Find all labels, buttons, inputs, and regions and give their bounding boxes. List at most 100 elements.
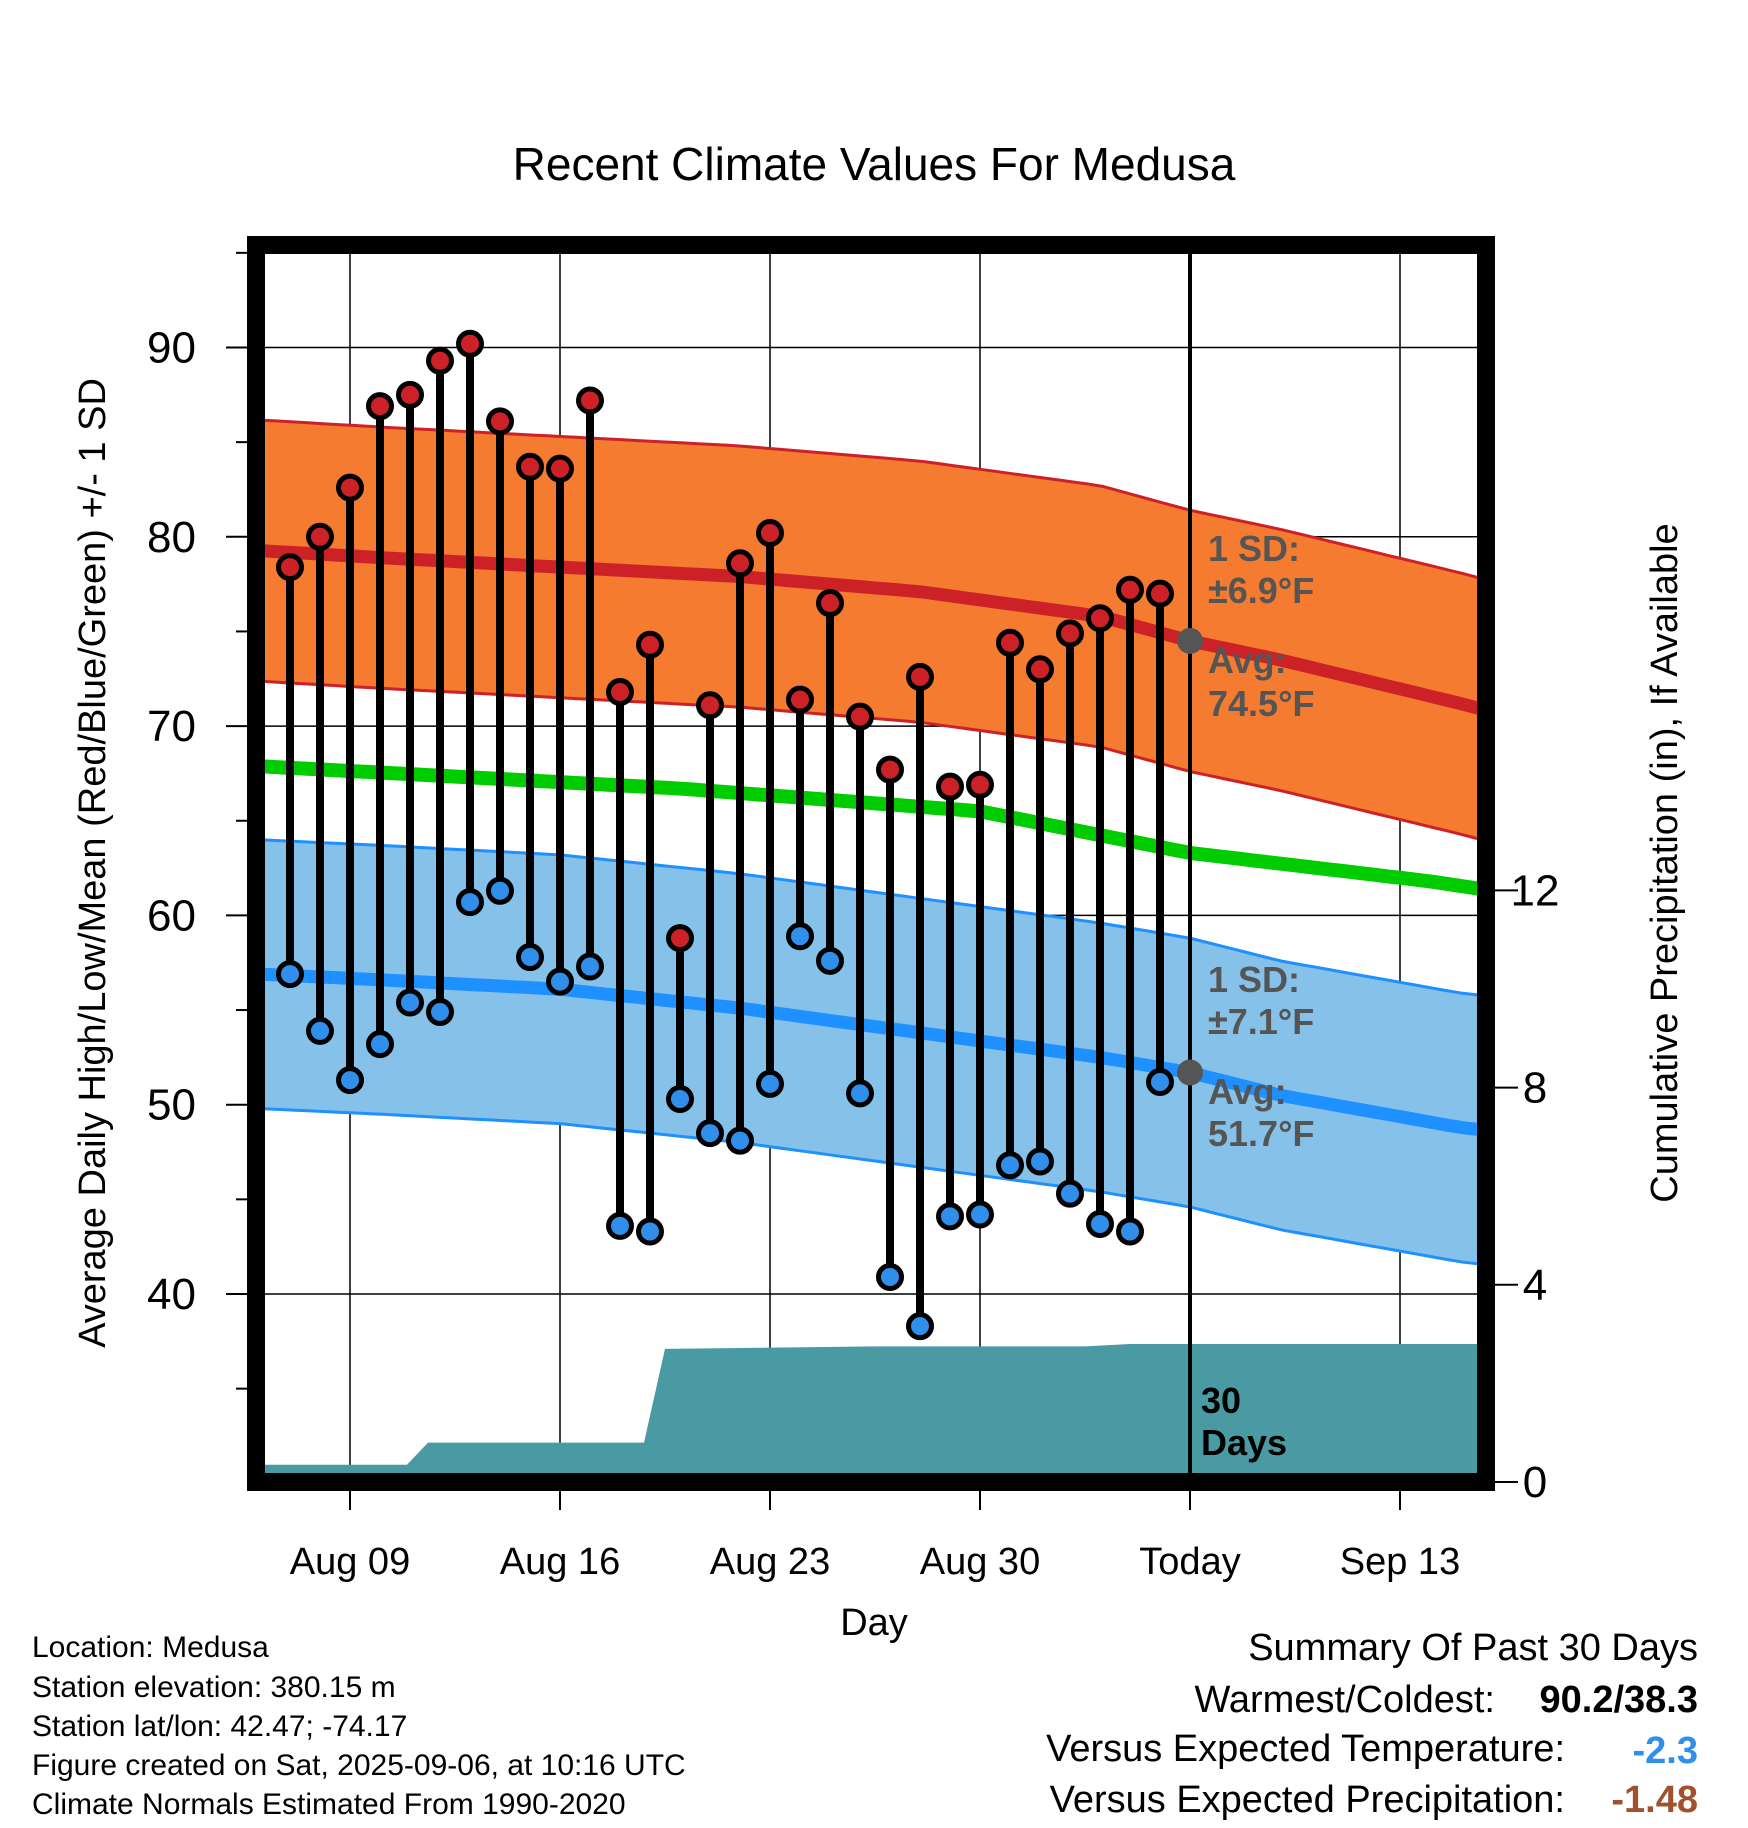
daily-low-dot [306, 1016, 334, 1045]
daily-temperature-bars [276, 329, 1174, 1341]
x-tick-label: Aug 16 [500, 1541, 620, 1583]
summary-temp-label: Versus Expected Temperature: [1046, 1728, 1565, 1770]
y-left-tick-label: 40 [147, 1270, 196, 1319]
low-normal-line [256, 967, 1486, 1137]
daily-high-dot [996, 628, 1024, 657]
axis-ticks: 40 50 60 70 80 90 0 4 8 12 Aug 09 Aug 16 Aug 23 Aug 3… [147, 251, 1560, 1583]
x-tick-label: Sep 13 [1340, 1541, 1460, 1583]
daily-high-dot [1146, 579, 1174, 608]
daily-high-dot [1056, 619, 1084, 648]
summary-warm-cold-value: 90.2/38.3 [1540, 1679, 1698, 1721]
daily-low-dot [516, 943, 544, 972]
today-high-normal-dot [1177, 627, 1203, 654]
daily-high-dot [786, 685, 814, 714]
info-location: Location: Medusa [32, 1631, 269, 1664]
daily-high-dot [276, 553, 304, 582]
today-low-normal-dot [1177, 1059, 1203, 1086]
y-right-tick-label: 12 [1511, 866, 1560, 915]
daily-low-dot [936, 1202, 964, 1231]
daily-low-dot [1056, 1179, 1084, 1208]
daily-low-dot [456, 888, 484, 917]
daily-low-dot [1146, 1067, 1174, 1096]
daily-high-dot [666, 924, 694, 953]
daily-low-dot [816, 946, 844, 975]
daily-high-dot [546, 454, 574, 483]
high-sd-label: 1 SD: [1208, 528, 1300, 569]
y-right-tick-label: 4 [1523, 1261, 1547, 1310]
mean-normal-line [256, 759, 1486, 897]
daily-high-dot [906, 662, 934, 691]
daily-high-dot [366, 392, 394, 421]
info-normals: Climate Normals Estimated From 1990-2020 [32, 1788, 626, 1821]
daily-high-dot [516, 452, 544, 481]
chart-title: Recent Climate Values For Medusa [513, 138, 1236, 190]
x-axis-label: Day [840, 1602, 908, 1644]
daily-low-dot [1116, 1217, 1144, 1246]
daily-high-dot [486, 407, 514, 436]
precipitation-area [256, 1344, 1486, 1482]
daily-low-dot [906, 1312, 934, 1341]
daily-high-dot [576, 386, 604, 415]
high-sd-value: ±6.9°F [1208, 570, 1314, 611]
high-band-upper-edge [256, 418, 1486, 582]
summary-warm-cold-label: Warmest/Coldest: [1194, 1679, 1495, 1721]
y-left-tick-label: 50 [147, 1081, 196, 1130]
daily-high-dot [456, 329, 484, 358]
daily-high-dot [636, 630, 664, 659]
plot-frame [247, 236, 1495, 1491]
daily-high-dot [726, 549, 754, 578]
daily-high-dot [1026, 655, 1054, 684]
y-axis-label-left: Average Daily High/Low/Mean (Red/Blue/Gr… [72, 378, 114, 1348]
y-left-tick-label: 60 [147, 891, 196, 940]
daily-low-dot [426, 997, 454, 1026]
x-tick-label: Aug 23 [710, 1541, 830, 1583]
daily-high-dot [756, 519, 784, 548]
low-avg-value: 51.7°F [1208, 1113, 1314, 1154]
high-avg-label: Avg: [1208, 640, 1287, 681]
summary-temp-value: -2.3 [1633, 1730, 1698, 1772]
daily-low-dot [546, 967, 574, 996]
high-band-lower-edge [256, 679, 1486, 843]
daily-high-dot [396, 380, 424, 409]
y-right-tick-label: 0 [1523, 1458, 1547, 1507]
daily-high-dot [936, 772, 964, 801]
daily-low-dot [396, 988, 424, 1017]
daily-low-dot [726, 1126, 754, 1155]
daily-low-dot [486, 876, 514, 905]
daily-low-dot [786, 922, 814, 951]
info-latlon: Station lat/lon: 42.47; -74.17 [32, 1710, 407, 1743]
low-band-lower-edge [256, 1106, 1486, 1267]
y-left-tick-label: 90 [147, 324, 196, 373]
summary-precip-value: -1.48 [1611, 1779, 1698, 1821]
precip-cumulative-area [256, 1344, 1486, 1482]
daily-high-dot [606, 678, 634, 707]
summary-heading: Summary Of Past 30 Days [1248, 1627, 1698, 1669]
info-elevation: Station elevation: 380.15 m [32, 1671, 396, 1704]
daily-low-dot [846, 1079, 874, 1108]
window-days-label: Days [1201, 1422, 1287, 1463]
daily-low-dot [1026, 1147, 1054, 1176]
daily-low-dot [996, 1151, 1024, 1180]
summary-precip-label: Versus Expected Precipitation: [1050, 1779, 1565, 1821]
window-days-number: 30 [1201, 1380, 1241, 1421]
daily-high-dot [1086, 604, 1114, 633]
daily-low-dot [576, 952, 604, 981]
daily-low-dot [336, 1066, 364, 1095]
y-left-tick-label: 70 [147, 702, 196, 751]
daily-high-dot [966, 770, 994, 799]
daily-low-dot [636, 1217, 664, 1246]
low-avg-label: Avg: [1208, 1071, 1287, 1112]
daily-low-dot [1086, 1209, 1114, 1238]
daily-high-dot [306, 522, 334, 551]
daily-low-dot [276, 960, 304, 989]
high-avg-value: 74.5°F [1208, 683, 1314, 724]
daily-high-dot [336, 473, 364, 502]
x-tick-label: Aug 30 [920, 1541, 1040, 1583]
daily-low-dot [696, 1119, 724, 1148]
low-sd-value: ±7.1°F [1208, 1001, 1314, 1042]
low-band-upper-edge [256, 838, 1486, 998]
daily-low-dot [756, 1069, 784, 1098]
daily-high-dot [426, 346, 454, 375]
daily-low-dot [606, 1211, 634, 1240]
